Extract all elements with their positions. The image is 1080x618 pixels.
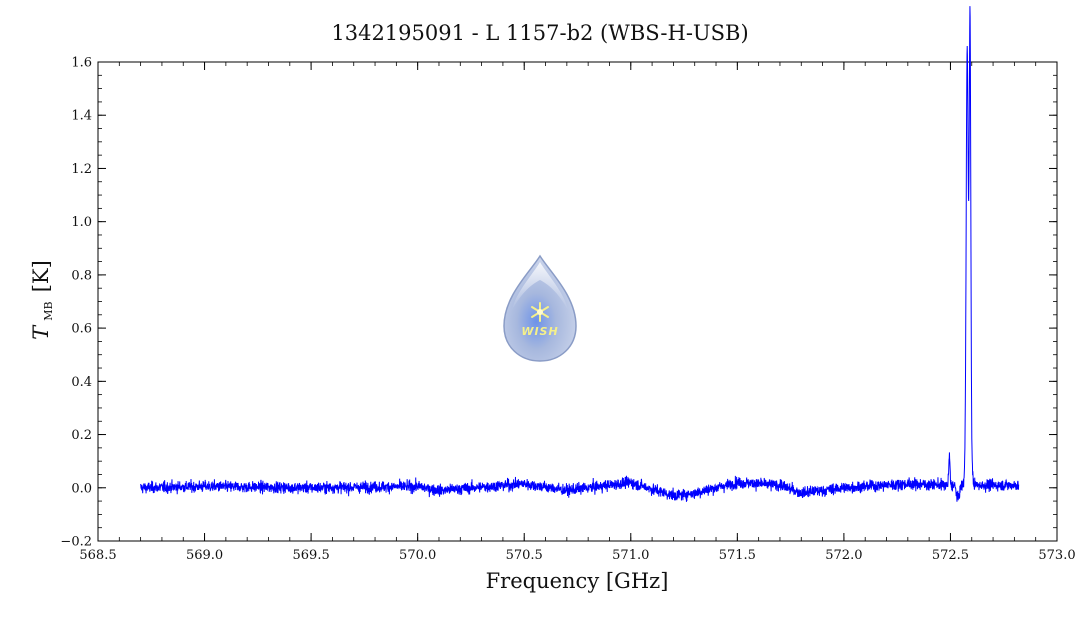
x-tick-label: 569.0 [186,548,223,563]
spectrum-line [140,6,1020,502]
x-tick-label: 569.5 [293,548,330,563]
y-tick-label: 0.8 [71,268,92,283]
y-tick-label: 1.6 [71,56,92,71]
y-axis-subscript: MB [42,301,55,320]
x-tick-label: 572.0 [825,548,862,563]
x-tick-label: 570.0 [399,548,436,563]
x-tick-label: 573.0 [1038,548,1075,563]
wish-logo: WISH [503,254,577,362]
y-tick-label: 0.2 [71,428,92,443]
y-axis-label: T MB [K] [29,260,56,340]
y-tick-label: 0.6 [71,322,92,337]
axes [97,61,1058,542]
ticks: 568.5 569.0 569.5 570.0 570.5 571.0 571.5 572.0… [60,56,1075,564]
logo-text: WISH [521,325,558,338]
y-axis-unit: [K] [29,260,53,292]
plot-frame [97,61,1058,542]
x-tick-label: 572.5 [932,548,969,563]
y-tick-label: −0.2 [60,535,92,550]
svg-text:T MB [K]: T MB [K] [29,260,56,340]
star-icon [531,302,549,322]
x-tick-label: 570.5 [506,548,543,563]
y-tick-label: 1.4 [71,109,92,124]
y-axis-symbol: T [29,324,53,340]
y-tick-label: 0.0 [71,481,92,496]
x-tick-label: 568.5 [79,548,116,563]
series [140,6,1020,502]
y-tick-label: 1.2 [71,162,92,177]
y-tick-label: 1.0 [71,215,92,230]
y-tick-label: 0.4 [71,375,92,390]
x-tick-label: 571.5 [719,548,756,563]
chart-title: 1342195091 - L 1157-b2 (WBS-H-USB) [331,21,748,45]
x-axis-label: Frequency [GHz] [486,569,669,593]
x-tick-label: 571.0 [612,548,649,563]
